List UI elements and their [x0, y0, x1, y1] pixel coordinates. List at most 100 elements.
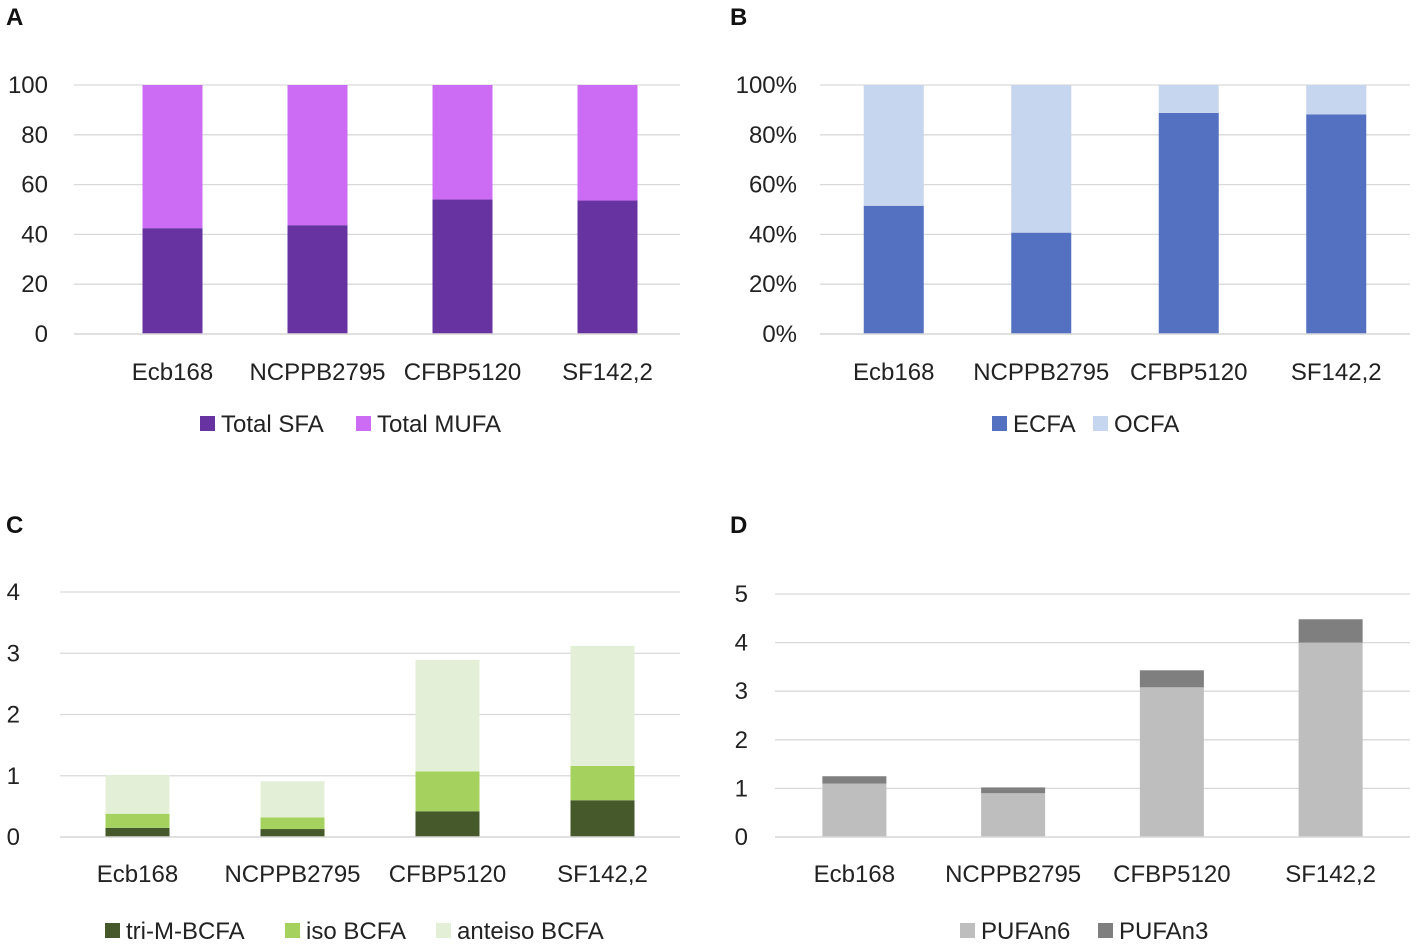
- category-label: NCPPB2795: [249, 359, 385, 386]
- bar-segment: [105, 827, 170, 837]
- bar-segment: [981, 793, 1046, 837]
- category-label: CFBP5120: [1130, 359, 1247, 386]
- y-tick-label: 0%: [762, 321, 797, 348]
- y-tick-label: 60%: [749, 172, 797, 199]
- legend-label: PUFAn3: [1119, 918, 1208, 945]
- category-label: SF142,2: [557, 861, 648, 888]
- legend-label: anteiso BCFA: [457, 918, 604, 945]
- bar-segment: [1306, 114, 1367, 334]
- bar-segment: [432, 85, 493, 200]
- bar-segment: [822, 776, 887, 784]
- bar-segment: [577, 85, 638, 201]
- legend-label: OCFA: [1114, 411, 1179, 438]
- bar-segment: [287, 85, 348, 226]
- category-label: CFBP5120: [1113, 861, 1230, 888]
- y-tick-label: 40: [21, 221, 48, 248]
- bar-segment: [863, 85, 924, 206]
- bar-segment: [570, 765, 635, 801]
- legend-swatch: [356, 416, 371, 431]
- legend-swatch: [105, 923, 120, 938]
- bar-segment: [1139, 687, 1204, 837]
- category-label: SF142,2: [1291, 359, 1382, 386]
- bar-segment: [260, 817, 325, 830]
- bar-segment: [415, 811, 480, 837]
- category-label: Ecb168: [814, 861, 895, 888]
- bar-segment: [260, 781, 325, 818]
- y-tick-label: 3: [7, 640, 20, 667]
- bar-segment: [1158, 85, 1219, 113]
- legend-swatch: [992, 416, 1007, 431]
- y-tick-label: 1: [735, 775, 748, 802]
- bar-segment: [1298, 619, 1363, 643]
- category-label: SF142,2: [562, 359, 653, 386]
- bar-segment: [1158, 112, 1219, 334]
- category-label: CFBP5120: [389, 861, 506, 888]
- panel-c: C 0 1 2 3 4 Ecb168 NCPPB2795 CFBP5120 SF142,2 tri…: [6, 512, 680, 945]
- bar-segment: [105, 775, 170, 814]
- bar-segment: [432, 199, 493, 334]
- bar-segment: [981, 787, 1046, 794]
- y-tick-label: 3: [735, 678, 748, 705]
- y-tick-label: 5: [735, 581, 748, 608]
- legend-label: ECFA: [1013, 411, 1076, 438]
- y-tick-label: 100: [8, 72, 48, 99]
- bar-segment: [822, 783, 887, 837]
- y-tick-label: 80: [21, 122, 48, 149]
- y-tick-label: 2: [735, 727, 748, 754]
- legend-swatch: [285, 923, 300, 938]
- bar-segment: [415, 659, 480, 772]
- y-tick-label: 4: [7, 579, 20, 606]
- y-tick-label: 80%: [749, 122, 797, 149]
- legend-label: Total SFA: [221, 411, 324, 438]
- panel-b: B 0% 20% 40% 60% 80% 100% Ecb168 NCPPB2795 CFBP5…: [730, 4, 1410, 438]
- category-label: Ecb168: [853, 359, 934, 386]
- panel-letter: C: [6, 512, 23, 539]
- panel-d: D 0 1 2 3 4 5 Ecb168 NCPPB2795 CFBP5120 SF142,2 PU…: [730, 512, 1410, 945]
- y-tick-label: 60: [21, 172, 48, 199]
- y-tick-label: 20: [21, 271, 48, 298]
- bar-segment: [142, 228, 203, 334]
- y-tick-label: 100%: [736, 72, 797, 99]
- y-tick-label: 4: [735, 630, 748, 657]
- category-label: NCPPB2795: [224, 861, 360, 888]
- legend-swatch: [200, 416, 215, 431]
- bar-segment: [1011, 85, 1072, 233]
- legend-swatch: [1093, 416, 1108, 431]
- category-label: NCPPB2795: [973, 359, 1109, 386]
- panel-letter: B: [730, 4, 747, 31]
- y-tick-label: 0: [7, 824, 20, 851]
- bar-segment: [1306, 85, 1367, 115]
- bar-segment: [287, 225, 348, 334]
- bar-segment: [1011, 232, 1072, 334]
- bar-segment: [260, 829, 325, 837]
- bar-segment: [570, 800, 635, 837]
- category-label: Ecb168: [97, 861, 178, 888]
- legend-swatch: [960, 923, 975, 938]
- category-label: SF142,2: [1285, 861, 1376, 888]
- y-tick-label: 0: [735, 824, 748, 851]
- y-tick-label: 1: [7, 763, 20, 790]
- panel-letter: A: [6, 4, 23, 31]
- category-label: Ecb168: [132, 359, 213, 386]
- legend-label: iso BCFA: [306, 918, 406, 945]
- legend-label: tri-M-BCFA: [126, 918, 245, 945]
- bar-segment: [1139, 670, 1204, 688]
- category-label: NCPPB2795: [945, 861, 1081, 888]
- panel-letter: D: [730, 512, 747, 539]
- bar-segment: [863, 205, 924, 334]
- category-label: CFBP5120: [404, 359, 521, 386]
- legend-swatch: [436, 923, 451, 938]
- panel-a: A 0 20 40 60 80 100 Ecb168 NCPPB2795 CFBP5120 SF1…: [6, 4, 680, 438]
- y-tick-label: 2: [7, 702, 20, 729]
- bar-segment: [577, 200, 638, 334]
- bar-segment: [1298, 642, 1363, 837]
- legend-label: PUFAn6: [981, 918, 1070, 945]
- y-tick-label: 40%: [749, 221, 797, 248]
- y-tick-label: 20%: [749, 271, 797, 298]
- bar-segment: [142, 85, 203, 229]
- legend-swatch: [1098, 923, 1113, 938]
- y-tick-label: 0: [35, 321, 48, 348]
- bar-segment: [415, 771, 480, 812]
- bar-segment: [570, 645, 635, 766]
